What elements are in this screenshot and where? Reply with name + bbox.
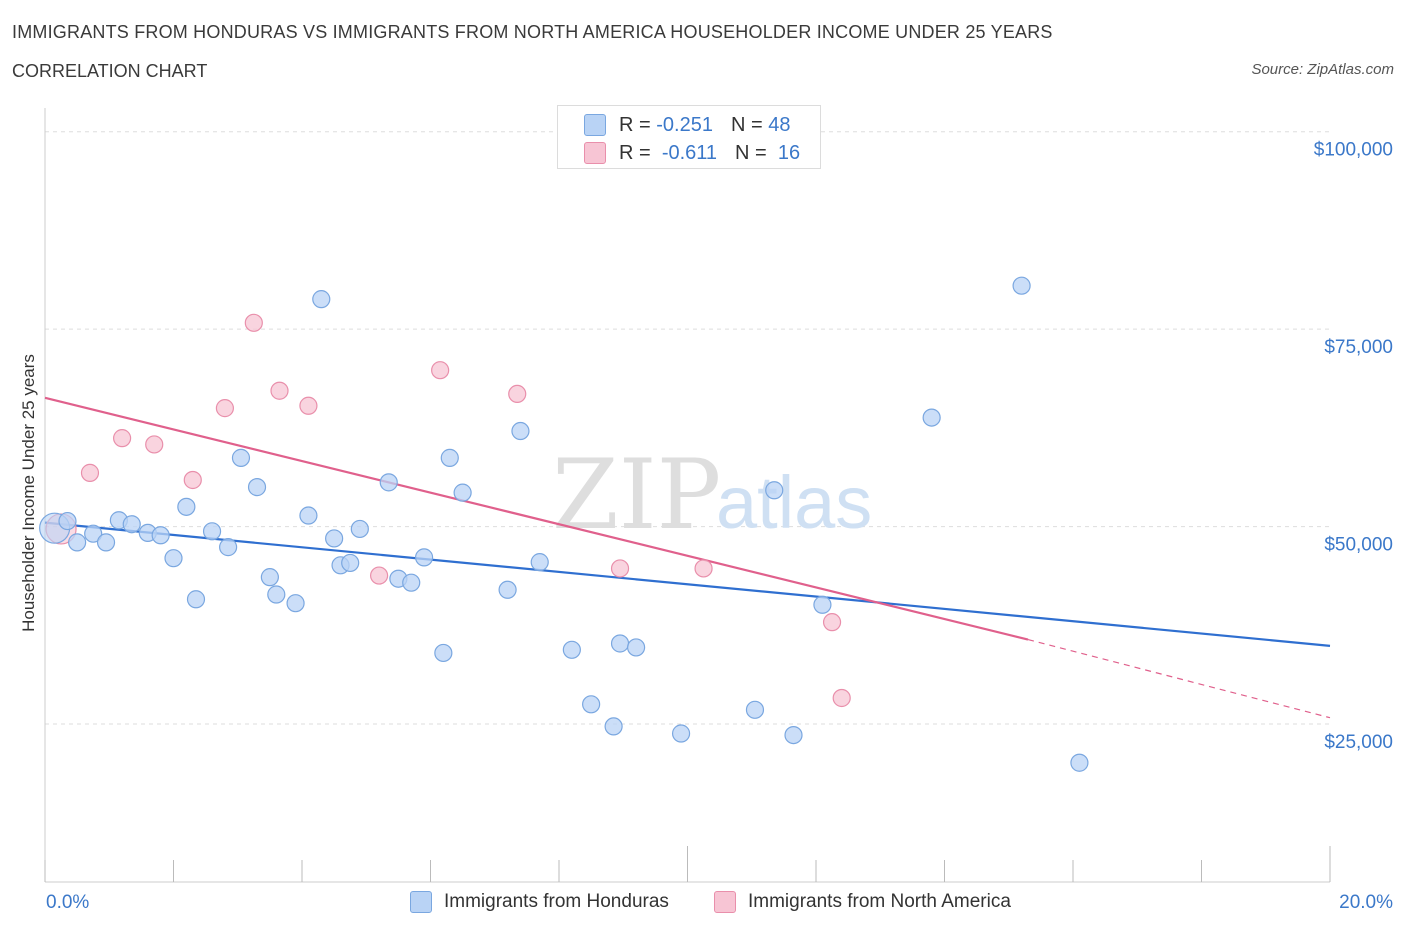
legend-n-label: N =	[730, 113, 763, 136]
honduras-point	[440, 448, 459, 467]
honduras-point	[562, 640, 581, 659]
honduras-point	[177, 497, 196, 516]
north-america-point	[431, 361, 450, 380]
honduras-point	[350, 519, 369, 539]
honduras-point	[247, 478, 267, 497]
honduras-point	[498, 580, 517, 599]
honduras-point	[186, 590, 206, 609]
north-america-trend-line	[44, 396, 1029, 641]
legend-row-honduras: R = -0.251 N = 48	[584, 112, 790, 138]
bottom-legend-swatch-north-america	[714, 891, 736, 913]
north-america-point	[832, 688, 851, 708]
honduras-point	[202, 522, 222, 541]
honduras-point	[610, 634, 630, 653]
honduras-point	[96, 533, 116, 552]
x-tick-label-0: 0.0%	[46, 892, 89, 913]
y-axis-label: Householder Income Under 25 years	[19, 354, 38, 632]
honduras-point	[164, 549, 183, 568]
legend-n-value: 48	[768, 113, 791, 136]
source-label: Source: ZipAtlas.com	[1251, 61, 1394, 78]
legend-r-value: -0.611	[661, 141, 718, 164]
north-america-point	[112, 429, 132, 448]
honduras-point	[582, 695, 601, 714]
y-tick-label: $100,000	[1314, 140, 1393, 161]
trend-layer	[44, 396, 1331, 719]
chart-subtitle: CORRELATION CHART	[12, 61, 208, 81]
honduras-point	[122, 515, 141, 534]
bottom-legend-label-honduras: Immigrants from Honduras	[444, 891, 669, 912]
bottom-legend-north-america: Immigrants from North America	[714, 889, 1011, 915]
legend-r-label: R =	[619, 141, 651, 164]
chart-title: IMMIGRANTS FROM HONDURAS VS IMMIGRANTS F…	[12, 22, 1053, 42]
honduras-point	[530, 553, 549, 572]
honduras-point	[341, 553, 360, 573]
honduras-point	[813, 595, 832, 614]
honduras-point	[745, 700, 765, 719]
north-america-point	[183, 470, 202, 490]
honduras-point	[414, 548, 434, 567]
honduras-point	[286, 594, 305, 613]
north-america-point	[610, 559, 630, 578]
y-tick-label: $25,000	[1324, 732, 1393, 753]
north-america-point	[508, 384, 527, 404]
honduras-point	[1012, 276, 1031, 295]
honduras-point	[434, 643, 453, 663]
north-america-point	[270, 381, 289, 400]
honduras-point	[922, 408, 941, 427]
north-america-point	[244, 313, 263, 332]
north-america-point	[370, 566, 389, 585]
honduras-point	[68, 533, 87, 552]
y-tick-label: $75,000	[1324, 337, 1393, 358]
honduras-point	[151, 526, 170, 545]
north-america-point	[694, 559, 713, 578]
honduras-trend-line	[44, 521, 1331, 647]
north-america-point	[145, 435, 164, 454]
honduras-point	[325, 529, 344, 548]
north-america-point	[80, 463, 100, 482]
honduras-point	[299, 506, 318, 525]
watermark-zip: ZIP	[552, 439, 721, 551]
north-america-trend-extension	[1027, 638, 1331, 719]
x-tick-label-1: 20.0%	[1339, 892, 1393, 913]
legend-r-value: -0.251	[656, 113, 713, 136]
north-america-point	[215, 399, 234, 418]
bottom-legend-honduras: Immigrants from Honduras	[410, 889, 669, 915]
grid-layer	[45, 131, 1330, 725]
honduras-point	[1070, 753, 1089, 772]
legend-row-north-america: R = -0.611 N = 16	[584, 140, 800, 166]
legend-r-label: R =	[619, 113, 651, 136]
legend-box: R = -0.251 N = 48 R = -0.611 N = 16	[557, 105, 821, 169]
honduras-point	[626, 638, 646, 657]
honduras-point	[267, 585, 286, 604]
honduras-point	[312, 290, 331, 309]
bottom-legend-swatch-honduras	[410, 891, 432, 913]
honduras-point	[671, 724, 691, 743]
legend-n-value: 16	[777, 141, 801, 164]
legend-swatch-north-america	[584, 142, 606, 164]
honduras-point	[511, 421, 530, 441]
honduras-point	[784, 725, 803, 745]
points-layer	[39, 276, 1089, 772]
honduras-point	[260, 568, 279, 587]
honduras-point	[402, 573, 421, 592]
honduras-point	[219, 538, 238, 557]
bottom-legend-label-north-america: Immigrants from North America	[748, 891, 1011, 912]
legend-swatch-honduras	[584, 114, 606, 136]
honduras-point	[453, 483, 472, 502]
north-america-point	[299, 396, 318, 415]
y-tick-label: $50,000	[1324, 535, 1393, 556]
legend-n-label: N =	[735, 141, 767, 164]
honduras-point	[765, 481, 784, 500]
honduras-point	[84, 524, 103, 543]
honduras-point	[231, 448, 251, 467]
honduras-point	[604, 717, 623, 736]
watermark-atlas: atlas	[716, 461, 872, 544]
honduras-point	[58, 511, 77, 531]
axis-layer: $100,000 $75,000 $50,000 $25,000	[44, 108, 1393, 883]
honduras-point	[379, 473, 398, 492]
north-america-point	[822, 613, 842, 632]
